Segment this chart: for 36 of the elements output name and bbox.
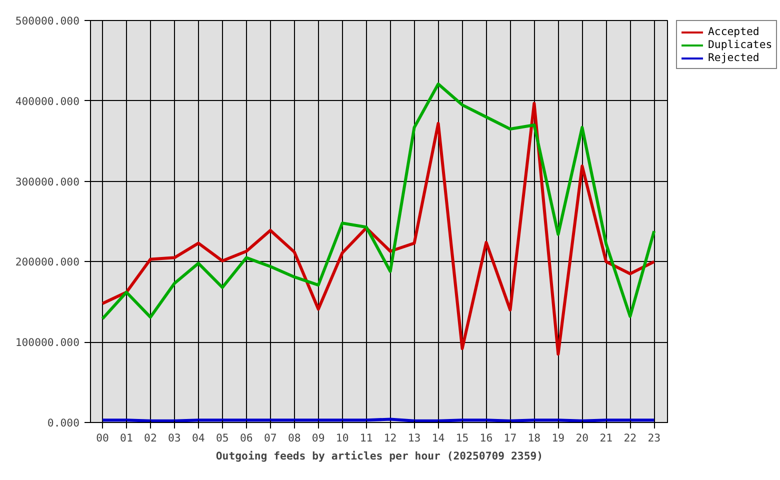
y-tick-label: 500000.000 bbox=[15, 14, 80, 28]
x-tick-label: 04 bbox=[192, 432, 205, 444]
x-tick-label: 13 bbox=[408, 432, 421, 444]
x-tick-label: 11 bbox=[360, 432, 373, 444]
x-tick-label: 17 bbox=[504, 432, 517, 444]
y-tick-label: 200000.000 bbox=[15, 256, 80, 269]
x-tick-label: 21 bbox=[600, 432, 613, 444]
line-series bbox=[100, 82, 656, 320]
x-tick-label: 02 bbox=[144, 432, 157, 444]
line-series bbox=[100, 102, 656, 356]
x-tick-label: 15 bbox=[456, 432, 469, 444]
x-axis-title: Outgoing feeds by articles per hour (20250709 2359) bbox=[216, 450, 544, 462]
x-tick-label: 07 bbox=[264, 432, 277, 444]
y-tick-label: 300000.000 bbox=[15, 175, 80, 188]
y-tick-label: 100000.000 bbox=[15, 336, 80, 350]
x-tick-label: 20 bbox=[576, 432, 589, 444]
x-tick-label: 12 bbox=[384, 432, 397, 444]
legend-label: Rejected bbox=[708, 51, 760, 64]
x-tick-label: 19 bbox=[552, 432, 565, 444]
x-tick-label: 09 bbox=[312, 432, 325, 444]
x-tick-label: 16 bbox=[480, 432, 493, 444]
x-tick-label: 05 bbox=[216, 432, 229, 444]
legend-label: Accepted bbox=[708, 25, 760, 38]
x-tick-label: 08 bbox=[288, 432, 301, 444]
x-tick-label: 14 bbox=[432, 432, 445, 444]
x-tick-label: 22 bbox=[624, 432, 637, 444]
x-tick-label: 18 bbox=[528, 432, 541, 444]
x-tick-label: 10 bbox=[336, 432, 349, 444]
y-tick-label: 400000.000 bbox=[15, 94, 80, 108]
x-tick-label: 06 bbox=[240, 432, 253, 444]
x-tick-label: 23 bbox=[648, 432, 661, 444]
legend-label: Duplicates bbox=[708, 38, 772, 51]
y-tick-label: 0.000 bbox=[47, 416, 80, 430]
x-tick-label: 03 bbox=[168, 432, 181, 444]
x-tick-label: 00 bbox=[96, 432, 109, 444]
x-tick-label: 01 bbox=[120, 432, 133, 444]
